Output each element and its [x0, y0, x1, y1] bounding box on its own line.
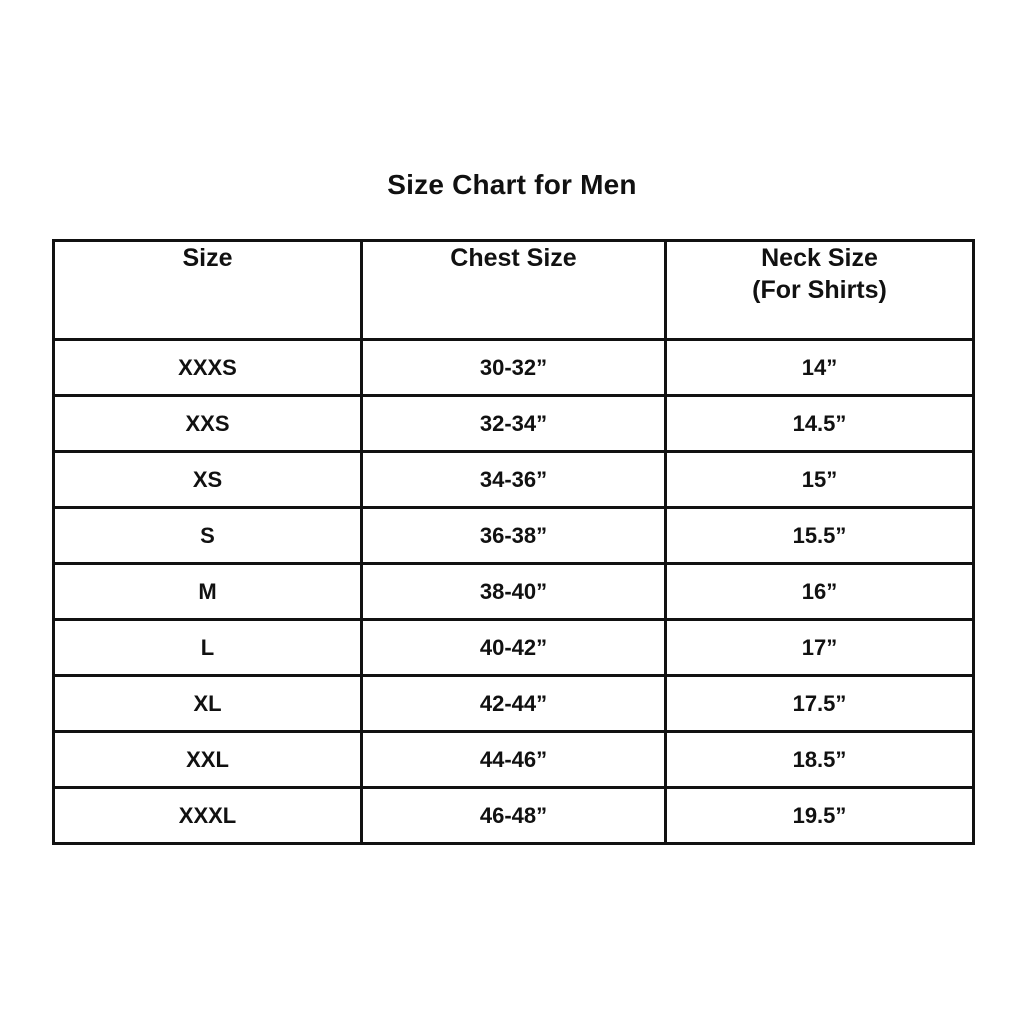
cell-size: XXXS — [52, 338, 363, 397]
column-header-neck-size-label: Neck Size — [761, 244, 878, 272]
cell-size: XS — [52, 450, 363, 509]
cell-chest-size: 46-48” — [360, 786, 667, 845]
cell-neck-size: 14” — [664, 338, 975, 397]
cell-size: XL — [52, 674, 363, 733]
column-header-neck-size: Neck Size (For Shirts) — [664, 239, 975, 341]
cell-chest-size: 44-46” — [360, 730, 667, 789]
cell-size: M — [52, 562, 363, 621]
table-row: XXS 32-34” 14.5” — [52, 394, 975, 453]
cell-chest-size: 38-40” — [360, 562, 667, 621]
table-header-row: Size Chest Size Neck Size (For Shirts) — [52, 239, 975, 341]
table-row: M 38-40” 16” — [52, 562, 975, 621]
cell-size: S — [52, 506, 363, 565]
page-title: Size Chart for Men — [387, 169, 637, 200]
column-header-chest-size-label: Chest Size — [450, 244, 577, 272]
cell-chest-size: 30-32” — [360, 338, 667, 397]
cell-neck-size: 14.5” — [664, 394, 975, 453]
cell-size: L — [52, 618, 363, 677]
cell-size: XXXL — [52, 786, 363, 845]
cell-chest-size: 40-42” — [360, 618, 667, 677]
cell-chest-size: 42-44” — [360, 674, 667, 733]
column-header-size: Size — [52, 239, 363, 341]
cell-neck-size: 19.5” — [664, 786, 975, 845]
cell-chest-size: 36-38” — [360, 506, 667, 565]
size-chart-table-container: Size Chest Size Neck Size (For Shirts) X… — [52, 239, 975, 845]
cell-neck-size: 16” — [664, 562, 975, 621]
cell-size: XXS — [52, 394, 363, 453]
table-row: XXXL 46-48” 19.5” — [52, 786, 975, 845]
cell-neck-size: 15.5” — [664, 506, 975, 565]
cell-neck-size: 18.5” — [664, 730, 975, 789]
cell-neck-size: 17.5” — [664, 674, 975, 733]
column-header-size-label: Size — [182, 244, 233, 272]
cell-chest-size: 34-36” — [360, 450, 667, 509]
table-header: Size Chest Size Neck Size (For Shirts) — [52, 239, 975, 341]
cell-neck-size: 15” — [664, 450, 975, 509]
table-row: S 36-38” 15.5” — [52, 506, 975, 565]
table-row: XXL 44-46” 18.5” — [52, 730, 975, 789]
size-chart-table: Size Chest Size Neck Size (For Shirts) X… — [52, 239, 975, 845]
column-header-chest-size: Chest Size — [360, 239, 667, 341]
table-row: XL 42-44” 17.5” — [52, 674, 975, 733]
column-header-neck-size-sublabel: (For Shirts) — [752, 276, 887, 304]
table-row: XXXS 30-32” 14” — [52, 338, 975, 397]
table-row: XS 34-36” 15” — [52, 450, 975, 509]
cell-size: XXL — [52, 730, 363, 789]
cell-chest-size: 32-34” — [360, 394, 667, 453]
table-row: L 40-42” 17” — [52, 618, 975, 677]
table-body: XXXS 30-32” 14” XXS 32-34” 14.5” XS 34-36” 15” S 3… — [52, 338, 975, 845]
cell-neck-size: 17” — [664, 618, 975, 677]
